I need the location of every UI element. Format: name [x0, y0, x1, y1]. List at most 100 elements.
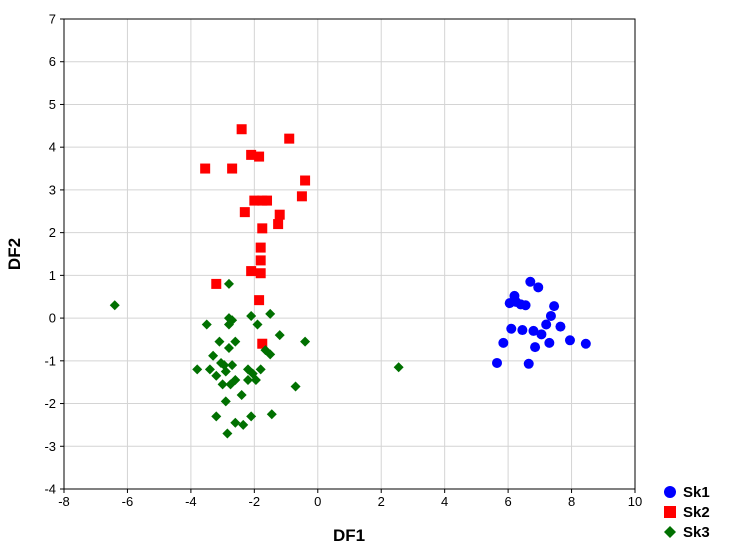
data-point-sk3	[192, 364, 203, 375]
y-tick-label: 0	[49, 311, 56, 326]
data-point-sk3	[230, 336, 241, 347]
y-tick-label: 3	[49, 182, 56, 197]
data-point-sk3	[246, 411, 257, 422]
data-point-sk3	[223, 343, 234, 353]
data-point-sk1	[580, 338, 591, 349]
data-point-sk1	[528, 325, 539, 336]
data-point-sk3	[393, 362, 404, 373]
data-point-sk1	[549, 301, 560, 312]
y-tick-label: 1	[49, 268, 56, 283]
data-point-sk2	[274, 209, 285, 220]
data-point-sk3	[222, 428, 233, 439]
data-point-sk3	[217, 379, 228, 390]
data-point-sk2	[236, 124, 247, 135]
grid	[64, 19, 635, 489]
x-tick-label: 10	[628, 494, 642, 509]
x-tick-label: -4	[185, 494, 197, 509]
data-point-sk2	[255, 255, 266, 266]
y-tick-label: 2	[49, 225, 56, 240]
legend-label-sk1: Sk1	[683, 484, 710, 501]
data-point-sk3	[238, 419, 249, 430]
data-point-sk3	[255, 364, 266, 375]
x-tick-label: -8	[58, 494, 70, 509]
x-tick-label: -6	[122, 494, 134, 509]
data-point-sk3	[265, 349, 276, 360]
data-point-sk2	[273, 219, 284, 230]
data-point-sk3	[211, 370, 222, 381]
data-point-sk2	[262, 195, 273, 206]
data-point-sk1	[555, 321, 566, 332]
data-point-sk1	[525, 276, 536, 287]
legend-label-sk2: Sk2	[683, 504, 710, 521]
x-tick-label: 0	[314, 494, 321, 509]
data-point-sk2	[239, 207, 250, 218]
data-point-sk3	[220, 396, 231, 407]
data-point-sk2	[257, 223, 268, 234]
data-point-sk3	[230, 417, 241, 428]
data-point-sk1	[498, 337, 509, 348]
legend-marker-sk3	[664, 526, 676, 538]
legend-marker-sk2	[664, 506, 676, 518]
data-point-sk1	[506, 323, 517, 334]
data-point-sk2	[257, 338, 268, 349]
y-tick-label: 7	[49, 12, 56, 27]
plot-frame	[63, 18, 636, 490]
y-tick-label: 4	[49, 140, 56, 155]
data-point-sk3	[220, 366, 231, 377]
y-axis-title: DF2	[5, 238, 24, 270]
x-tick-label: 2	[378, 494, 385, 509]
data-point-sk2	[255, 242, 266, 253]
data-point-sk2	[300, 175, 311, 186]
x-tick-label: 4	[441, 494, 448, 509]
data-point-sk2	[296, 191, 307, 202]
data-point-sk2	[246, 149, 257, 160]
data-point-sk3	[242, 375, 253, 386]
data-point-sk1	[564, 335, 575, 346]
data-point-sk2	[249, 195, 260, 206]
y-tick-label: -3	[44, 439, 56, 454]
data-point-sk3	[290, 381, 301, 392]
data-point-sk3	[223, 278, 234, 289]
data-point-sk1	[520, 300, 531, 311]
data-point-sk3	[246, 310, 257, 321]
data-points	[109, 124, 591, 439]
data-point-sk3	[208, 350, 219, 361]
data-point-sk3	[227, 360, 238, 371]
legend: Sk1 Sk2 Sk3	[664, 484, 710, 541]
y-axis-ticks: -4 -3 -2 -1 0 1 2 3 4 5 6 7	[44, 12, 64, 497]
data-point-sk1	[517, 325, 528, 336]
data-point-sk3	[225, 379, 236, 390]
y-tick-label: -1	[44, 353, 56, 368]
data-point-sk2	[284, 133, 295, 144]
x-axis-title: DF1	[333, 526, 365, 545]
x-axis-ticks: -8 -6 -4 -2 0 2 4 6 8 10	[58, 489, 642, 509]
data-point-sk3	[236, 390, 247, 400]
data-point-sk1	[523, 358, 534, 369]
data-point-sk3	[265, 308, 276, 319]
data-point-sk1	[536, 329, 547, 340]
x-tick-label: -2	[249, 494, 261, 509]
data-point-sk3	[266, 409, 277, 420]
data-point-sk1	[533, 282, 544, 293]
data-point-sk3	[223, 319, 234, 330]
data-point-sk2	[255, 268, 266, 279]
data-point-sk3	[201, 319, 212, 330]
data-point-sk3	[109, 300, 120, 311]
data-point-sk1	[544, 337, 555, 348]
data-point-sk2	[246, 266, 257, 277]
data-point-sk2	[254, 295, 265, 306]
data-point-sk2	[200, 163, 211, 174]
data-point-sk2	[227, 163, 238, 174]
data-point-sk1	[530, 342, 541, 353]
data-point-sk3	[204, 364, 215, 375]
data-point-sk3	[250, 375, 261, 386]
x-tick-label: 8	[568, 494, 575, 509]
data-point-sk2	[211, 278, 222, 289]
data-point-sk3	[211, 411, 222, 422]
y-tick-label: -2	[44, 396, 56, 411]
data-point-sk3	[300, 336, 311, 347]
x-tick-label: 6	[504, 494, 511, 509]
y-tick-label: 5	[49, 97, 56, 112]
data-point-sk1	[541, 319, 552, 330]
